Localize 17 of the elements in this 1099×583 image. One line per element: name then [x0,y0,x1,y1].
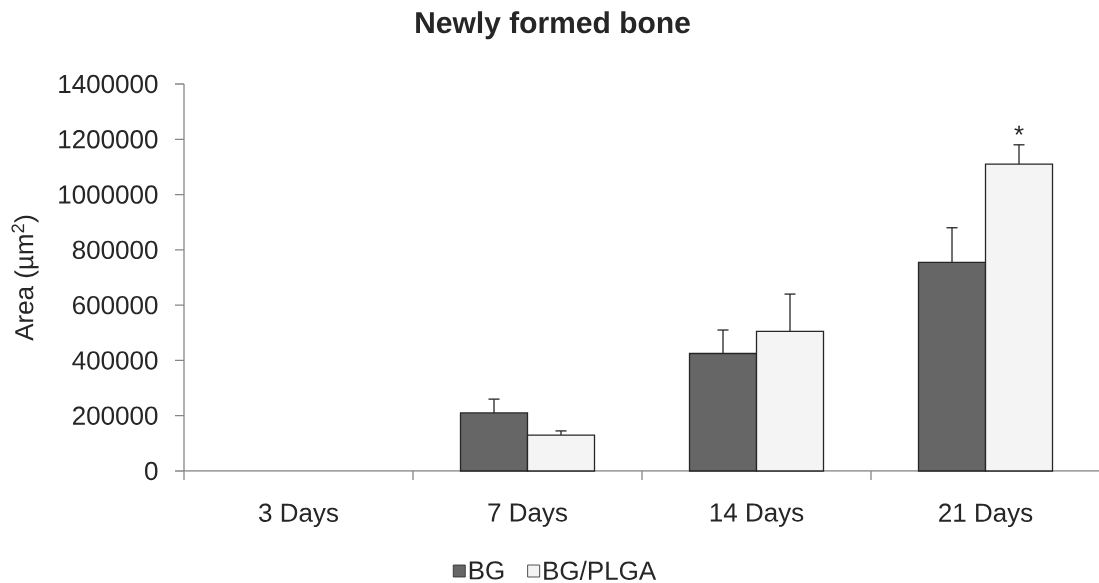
y-tick-label: 400000 [72,351,158,370]
y-tick-label: 0 [145,461,158,481]
y-tick-label: 800000 [72,240,158,260]
chart-title: Newly formed bone [416,11,690,40]
x-tick-label: 7 Days [488,503,567,527]
annotation: * [1014,125,1024,135]
y-tick-label: 1400000 [59,74,158,94]
x-tick-label: 3 Days [259,503,338,528]
x-tick-label: 21 Days [939,503,1033,528]
y-tick-label: 600000 [73,295,158,315]
y-tick-label: 1200000 [59,130,158,149]
x-tick-label: 14 Days [710,503,804,527]
legend-label: BG [469,561,504,580]
y-axis-title: Area (µm$^{2}$) [11,215,39,341]
y-tick-label: 1000000 [59,185,158,204]
y-tick-label: 200000 [73,406,158,425]
legend-label: BG/PLGA [544,560,657,580]
